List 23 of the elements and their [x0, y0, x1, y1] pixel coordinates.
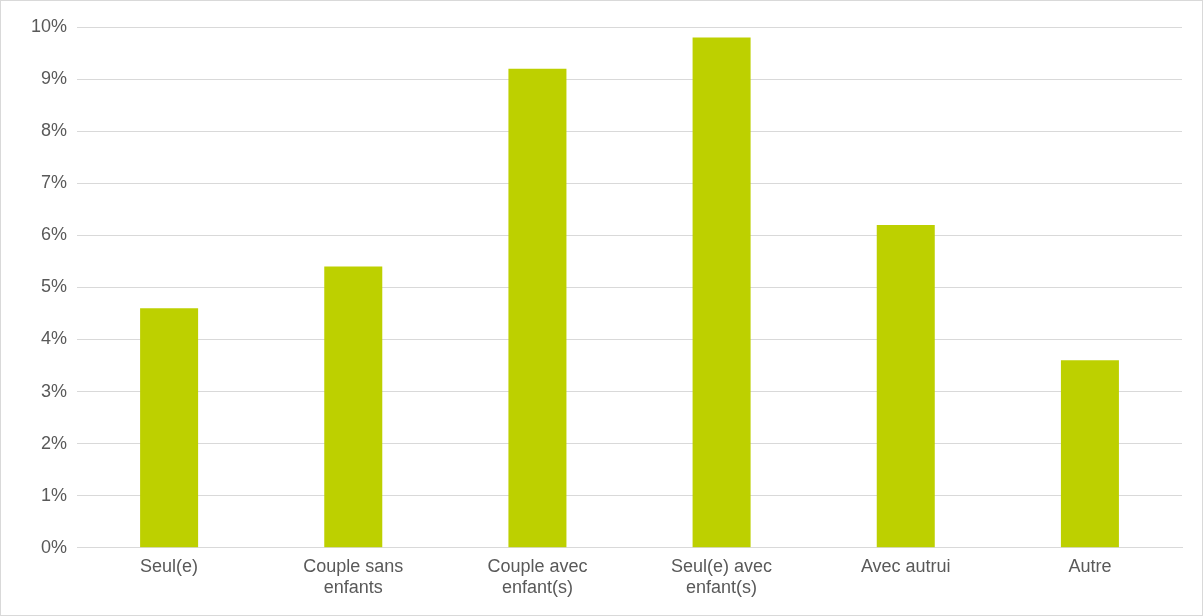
- y-tick-label: 9%: [41, 68, 68, 89]
- y-tick-label: 4%: [41, 328, 68, 349]
- bar: [140, 308, 199, 548]
- x-tick-label: Couple sans enfants: [303, 555, 404, 598]
- y-tick-label: 2%: [41, 432, 68, 453]
- bar: [876, 224, 935, 548]
- x-tick-label: Couple avec enfant(s): [487, 555, 588, 598]
- bar: [692, 37, 751, 548]
- x-tick-label: Avec autrui: [860, 555, 951, 576]
- x-tick-label: Seul(e) avec enfant(s): [671, 555, 773, 598]
- bar: [324, 266, 383, 548]
- y-tick-label: 1%: [41, 484, 68, 505]
- x-tick-label: Autre: [1068, 555, 1112, 576]
- y-tick-label: 6%: [41, 224, 68, 245]
- bar: [1060, 360, 1119, 548]
- bar: [508, 68, 567, 548]
- y-tick-label: 5%: [41, 276, 68, 297]
- y-tick-label: 0%: [41, 536, 68, 557]
- y-tick-label: 7%: [41, 172, 68, 193]
- y-tick-label: 3%: [41, 380, 68, 401]
- y-tick-label: 10%: [31, 15, 68, 36]
- x-tick-label: Seul(e): [140, 555, 199, 576]
- y-tick-label: 8%: [41, 120, 68, 141]
